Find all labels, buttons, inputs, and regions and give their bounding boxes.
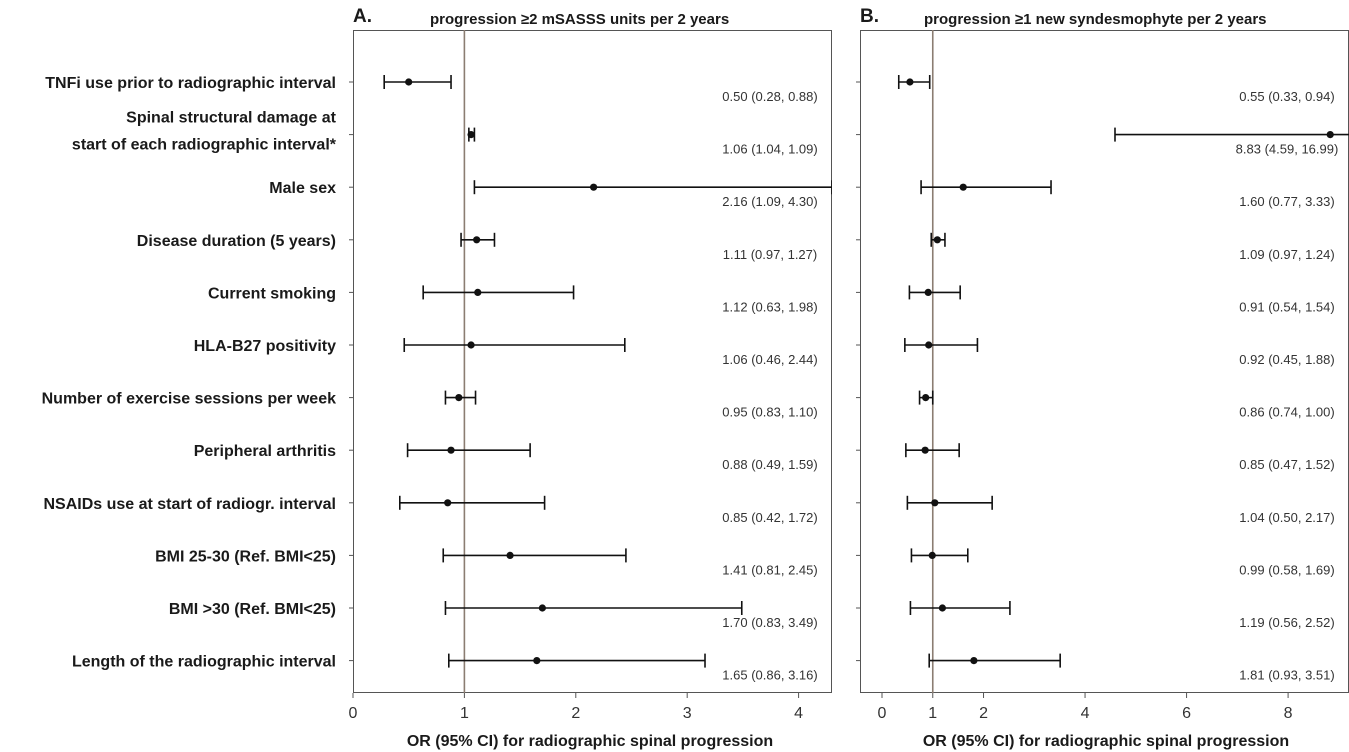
point-estimate bbox=[467, 341, 475, 349]
estimate-label: 1.70 (0.83, 3.49) bbox=[722, 615, 817, 630]
panel-title: progression ≥1 new syndesmophyte per 2 y… bbox=[924, 11, 1267, 28]
point-estimate bbox=[970, 657, 978, 665]
x-tick-label: 1 bbox=[460, 705, 469, 722]
row-label: Current smoking bbox=[208, 285, 336, 302]
point-estimate bbox=[444, 499, 452, 507]
estimate-label: 1.65 (0.86, 3.16) bbox=[722, 668, 817, 683]
point-estimate bbox=[533, 657, 541, 665]
point-estimate bbox=[467, 131, 475, 139]
point-estimate bbox=[938, 604, 947, 612]
estimate-label: 0.85 (0.47, 1.52) bbox=[1239, 457, 1334, 472]
estimate-label: 1.60 (0.77, 3.33) bbox=[1239, 194, 1334, 209]
estimate-label: 0.50 (0.28, 0.88) bbox=[722, 89, 817, 104]
point-estimate bbox=[906, 78, 914, 86]
row-label: BMI 25-30 (Ref. BMI<25) bbox=[155, 548, 336, 565]
plot-frame bbox=[353, 30, 832, 693]
point-estimate bbox=[506, 551, 514, 560]
point-estimate bbox=[1326, 131, 1334, 139]
estimate-label: 0.95 (0.83, 1.10) bbox=[722, 405, 817, 420]
marks bbox=[897, 75, 1349, 668]
row-label: Spinal structural damage at bbox=[126, 110, 337, 127]
point-estimate bbox=[405, 78, 413, 86]
point-estimate bbox=[928, 551, 936, 560]
estimate-label: 8.83 (4.59, 16.99) bbox=[1236, 142, 1339, 157]
point-estimate bbox=[447, 446, 455, 454]
row-label: start of each radiographic interval* bbox=[72, 137, 337, 154]
estimate-label: 1.06 (0.46, 2.44) bbox=[722, 352, 817, 367]
estimate-label: 1.41 (0.81, 2.45) bbox=[722, 562, 817, 577]
estimate-label: 0.86 (0.74, 1.00) bbox=[1239, 405, 1334, 420]
x-tick-label: 2 bbox=[979, 705, 988, 722]
row-label: Disease duration (5 years) bbox=[137, 233, 336, 250]
x-tick-label: 4 bbox=[1081, 705, 1090, 722]
estimate-label: 0.91 (0.54, 1.54) bbox=[1239, 299, 1334, 314]
panel-b: B. progression ≥1 new syndesmophyte per 2… bbox=[856, 6, 1349, 750]
estimate-label: 0.85 (0.42, 1.72) bbox=[722, 510, 817, 525]
estimate-label: 1.09 (0.97, 1.24) bbox=[1239, 247, 1334, 262]
panel-a: A. progression ≥2 mSASSS units per 2 year… bbox=[349, 6, 832, 750]
row-label: BMI >30 (Ref. BMI<25) bbox=[169, 601, 336, 618]
x-tick-label: 0 bbox=[878, 705, 887, 722]
point-estimate bbox=[921, 446, 929, 454]
point-estimate bbox=[473, 236, 481, 244]
x-tick-label: 0 bbox=[349, 705, 358, 722]
point-estimate bbox=[925, 341, 933, 349]
estimate-label: 2.16 (1.09, 4.30) bbox=[722, 194, 817, 209]
point-estimate bbox=[931, 499, 939, 507]
panel-letter: A. bbox=[353, 6, 372, 27]
x-tick-label: 1 bbox=[928, 705, 937, 722]
estimate-label: 1.12 (0.63, 1.98) bbox=[722, 299, 817, 314]
estimate-label: 1.11 (0.97, 1.27) bbox=[723, 247, 817, 262]
estimate-label: 1.04 (0.50, 2.17) bbox=[1239, 510, 1334, 525]
marks bbox=[383, 75, 832, 668]
estimate-label: 0.88 (0.49, 1.59) bbox=[722, 457, 817, 472]
point-estimate bbox=[959, 183, 967, 191]
point-estimate bbox=[455, 394, 463, 402]
row-label: Peripheral arthritis bbox=[194, 443, 336, 460]
row-label: Male sex bbox=[269, 180, 336, 197]
row-label: Length of the radiographic interval bbox=[72, 654, 336, 671]
x-tick-label: 6 bbox=[1182, 705, 1191, 722]
point-estimate bbox=[474, 288, 482, 296]
estimate-label: 1.06 (1.04, 1.09) bbox=[722, 142, 817, 157]
panel-title: progression ≥2 mSASSS units per 2 years bbox=[430, 11, 729, 28]
row-label: Number of exercise sessions per week bbox=[42, 391, 336, 408]
point-estimate bbox=[590, 183, 598, 191]
point-estimate bbox=[924, 288, 932, 296]
point-estimate bbox=[922, 394, 930, 402]
estimate-label: 0.99 (0.58, 1.69) bbox=[1239, 562, 1334, 577]
panel-letter: B. bbox=[860, 6, 879, 27]
row-label: HLA-B27 positivity bbox=[194, 338, 336, 355]
row-labels: TNFi use prior to radiographic interval S… bbox=[42, 75, 337, 671]
x-tick-label: 8 bbox=[1284, 705, 1293, 722]
estimate-label: 1.19 (0.56, 2.52) bbox=[1239, 615, 1334, 630]
row-label: NSAIDs use at start of radiogr. interval bbox=[43, 496, 336, 513]
estimate-label: 0.55 (0.33, 0.94) bbox=[1239, 89, 1334, 104]
x-axis-label: OR (95% CI) for radiographic spinal prog… bbox=[923, 733, 1289, 750]
estimate-label: 1.81 (0.93, 3.51) bbox=[1239, 668, 1334, 683]
x-tick-label: 3 bbox=[683, 705, 692, 722]
row-label: TNFi use prior to radiographic interval bbox=[45, 75, 336, 92]
x-tick-label: 4 bbox=[794, 705, 803, 722]
x-axis-label: OR (95% CI) for radiographic spinal prog… bbox=[407, 733, 773, 750]
point-estimate bbox=[933, 236, 941, 244]
estimate-label: 0.92 (0.45, 1.88) bbox=[1239, 352, 1334, 367]
x-tick-label: 2 bbox=[571, 705, 580, 722]
point-estimate bbox=[538, 604, 546, 612]
